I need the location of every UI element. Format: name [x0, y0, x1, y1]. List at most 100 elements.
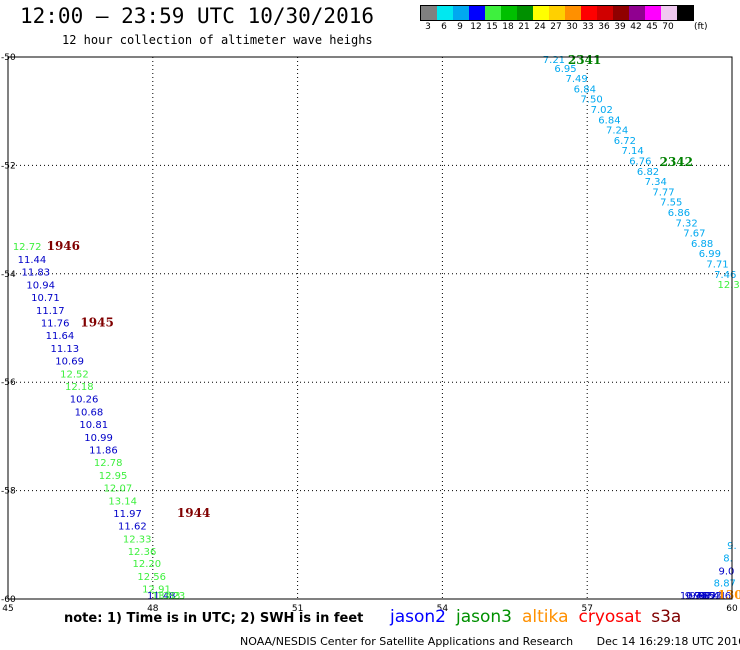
observation-label: 7.02	[591, 105, 613, 116]
observation-label: 12.07	[104, 483, 133, 494]
legend-swatch	[533, 6, 549, 20]
observation-label: 6.72	[614, 136, 636, 147]
observation-label: 12.52	[60, 370, 89, 381]
legend-labels: 3 6 9 12 15 18 21 24 27 30 33 36 39 42 45 70 (ft)	[420, 21, 707, 33]
observation-label: 9.76	[685, 591, 707, 602]
observation-label: 12.36	[128, 547, 157, 558]
observation-label: 12.20	[133, 559, 162, 570]
observation-label: 10.69	[55, 357, 84, 368]
observation-label: 7.71	[706, 260, 728, 271]
observation-label: 11.64	[46, 331, 75, 342]
observation-label: 9.0	[718, 566, 734, 577]
legend-swatch	[661, 6, 677, 20]
observation-label: 9.16	[709, 591, 731, 602]
observation-label: 8.	[723, 553, 733, 564]
observation-label: 12.78	[94, 458, 123, 469]
legend-swatch	[565, 6, 581, 20]
legend-label: 21	[518, 22, 530, 32]
observation-label: 8.87	[714, 579, 736, 590]
observation-label: 12.91	[142, 585, 171, 596]
observation-label: 7.14	[621, 146, 643, 157]
observation-label: 7.34	[645, 177, 667, 188]
observation-label: 6.86	[668, 208, 690, 219]
satellite-label-altika: altika	[522, 607, 569, 627]
legend-swatch	[421, 6, 437, 20]
legend-label: 39	[614, 22, 626, 32]
observation-label: 6.99	[699, 249, 721, 260]
legend-label: 3	[425, 22, 431, 32]
observation-label: 12.95	[99, 471, 128, 482]
footer: NOAA/NESDIS Center for Satellite Applica…	[240, 635, 740, 648]
legend-label: 24	[534, 22, 546, 32]
observation-label: 11.44	[18, 255, 47, 266]
legend-swatch	[581, 6, 597, 20]
legend-label: 42	[630, 22, 642, 32]
observation-label: 11.83	[22, 268, 51, 279]
lon-tick-label: 57	[581, 604, 592, 614]
observation-label: 12.33	[718, 280, 740, 291]
satellite-label-jason2: jason2	[390, 607, 446, 627]
observation-label: 7.24	[606, 126, 628, 137]
observation-label: 6.76	[629, 157, 651, 168]
observation-label: 12.18	[65, 382, 94, 393]
observation-label: 10.94	[26, 281, 55, 292]
satellite-label-jason3: jason3	[456, 607, 512, 627]
observation-label: 6.95	[554, 64, 576, 75]
legend-swatch	[501, 6, 517, 20]
legend-swatches	[420, 5, 694, 21]
legend-label: 12	[470, 22, 482, 32]
legend-swatch	[485, 6, 501, 20]
legend-label: 9	[457, 22, 463, 32]
lon-tick-label: 45	[2, 604, 13, 614]
legend-label: 27	[550, 22, 562, 32]
footer-credit: NOAA/NESDIS Center for Satellite Applica…	[240, 635, 574, 648]
observation-label: 10.81	[79, 420, 108, 431]
observation-label: 6.82	[637, 167, 659, 178]
observation-label: 7.55	[660, 198, 682, 209]
footer-date: Dec 14 16:29:18 UTC 2016	[596, 635, 740, 648]
observation-label: 12.33	[123, 534, 152, 545]
observation-label: 9.53	[699, 591, 721, 602]
observation-label: 7.50	[580, 95, 602, 106]
satellite-label-s3a: s3a	[651, 607, 682, 627]
legend-label: 45	[646, 22, 658, 32]
legend-swatch	[469, 6, 485, 20]
note-text: note: 1) Time is in UTC; 2) SWH is in fe…	[64, 611, 364, 626]
observation-label: 7.77	[652, 187, 674, 198]
observation-label: 7.46	[714, 270, 736, 281]
color-legend: 3 6 9 12 15 18 21 24 27 30 33 36 39 42 45 70 (ft)	[420, 5, 708, 33]
observation-label: 13.23	[157, 591, 186, 602]
observation-label: 11.62	[118, 521, 147, 532]
observations: 7.216.957.496.847.507.026.847.246.727.14…	[13, 55, 740, 602]
observation-label: 11.97	[113, 509, 142, 520]
observation-label: 6.84	[574, 84, 596, 95]
legend-swatch	[453, 6, 469, 20]
observation-label: 6.84	[598, 115, 620, 126]
legend-swatch	[437, 6, 453, 20]
lon-tick-label: 54	[437, 604, 449, 614]
observation-label: 11.13	[50, 344, 79, 355]
observation-label: 12.56	[137, 572, 166, 583]
satellite-legend: jason2 jason3 altika cryosat s3a	[390, 607, 681, 627]
observation-label: 10.26	[70, 394, 99, 405]
observation-label: 7.32	[676, 218, 698, 229]
observation-label: 9.41	[704, 591, 726, 602]
lon-tick-label: 51	[292, 604, 303, 614]
legend-label: 33	[582, 22, 594, 32]
page-title: 12:00 – 23:59 UTC 10/30/2016	[20, 4, 375, 28]
observation-label: 7.49	[565, 74, 587, 85]
observation-label: 7.21	[543, 55, 565, 66]
observation-label: 7.67	[683, 229, 705, 240]
time-label: 2342	[660, 155, 693, 169]
legend-swatch	[549, 6, 565, 20]
observation-label: 6.88	[691, 239, 713, 250]
time-label: 2341	[568, 53, 601, 67]
legend-label: 30	[566, 22, 578, 32]
observation-label: 9.82	[694, 591, 716, 602]
time-label: 1945	[80, 316, 113, 330]
observation-label: 10.48	[680, 591, 709, 602]
observation-label: 10.99	[84, 433, 113, 444]
observation-label: 12.72	[13, 242, 42, 253]
legend-label: 70	[662, 22, 674, 32]
